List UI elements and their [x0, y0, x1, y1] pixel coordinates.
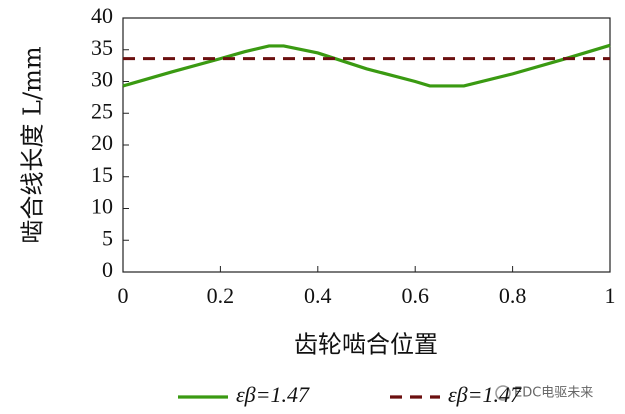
watermark-icon [495, 385, 511, 401]
y-tick-label: 20 [91, 130, 113, 155]
x-tick-label: 0 [118, 283, 129, 308]
series-line [122, 43, 611, 88]
legend-label: εβ=1.47 [448, 382, 522, 407]
legend-label: εβ=1.47 [236, 382, 310, 407]
x-tick-label: 1 [605, 283, 616, 308]
y-tick-label: 35 [91, 35, 113, 60]
y-tick-label: 25 [91, 98, 113, 123]
plot-frame [122, 17, 611, 273]
y-tick-label: 5 [102, 225, 113, 250]
y-tick-label: 30 [91, 67, 113, 92]
x-tick-label: 0.6 [401, 283, 429, 308]
y-axis-title: 啮合线长度 L/mm [19, 46, 47, 243]
y-tick-label: 0 [102, 257, 113, 282]
x-tick-label: 0.2 [207, 283, 235, 308]
watermark-text: EDC电驱未来 [514, 386, 593, 401]
x-axis-title: 齿轮啮合位置 [294, 331, 438, 359]
x-tick-label: 0.8 [499, 283, 527, 308]
watermark: EDC电驱未来 [495, 385, 593, 401]
y-tick-label: 40 [91, 3, 113, 28]
y-tick-label: 15 [91, 162, 113, 187]
y-tick-label: 10 [91, 194, 113, 219]
x-tick-label: 0.4 [304, 283, 332, 308]
